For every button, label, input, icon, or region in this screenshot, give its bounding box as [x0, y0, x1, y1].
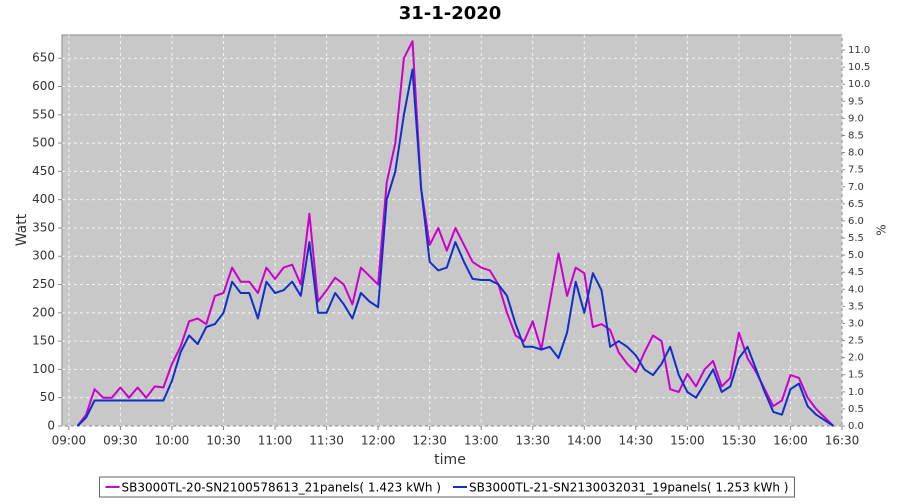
y-tick-label: 500	[32, 136, 55, 150]
y-tick-label: 550	[32, 107, 55, 121]
y2-tick-label: 7.5	[848, 165, 864, 176]
series-line	[76, 68, 834, 427]
y-tick-label: 650	[32, 51, 55, 65]
x-axis-label: time	[434, 452, 466, 468]
x-tick-label: 16:00	[773, 434, 808, 448]
plot-area	[61, 34, 843, 427]
y2-tick-label: 0.0	[848, 421, 864, 432]
y2-tick-label: 8.0	[848, 148, 864, 159]
legend-box	[99, 476, 795, 498]
x-tick-label: 11:30	[309, 434, 344, 448]
y2-tick-label: 5.5	[848, 233, 864, 244]
y2-tick-label: 0.5	[848, 404, 864, 415]
x-tick-label: 15:30	[722, 434, 757, 448]
y-tick-label: 100	[32, 362, 55, 376]
y2-tick-label: 2.5	[848, 336, 864, 347]
x-tick-label: 11:00	[258, 434, 293, 448]
x-tick-label: 14:30	[619, 434, 654, 448]
y2-tick-label: 5.0	[848, 250, 864, 261]
x-tick-label: 12:30	[412, 434, 447, 448]
x-tick-label: 10:30	[206, 434, 241, 448]
legend-label: SB3000TL-21-SN2130032031_19panels( 1.253…	[469, 481, 788, 495]
y-axis-label: Watt	[14, 213, 30, 246]
legend-label: SB3000TL-20-SN2100578613_21panels( 1.423…	[122, 481, 441, 495]
x-tick-label: 13:30	[515, 434, 550, 448]
series-line	[76, 40, 835, 427]
y2-tick-label: 1.5	[848, 370, 864, 381]
y-tick-label: 400	[32, 192, 55, 206]
x-tick-label: 09:30	[103, 434, 138, 448]
y2-tick-label: 9.5	[848, 96, 864, 107]
y-tick-label: 0	[47, 419, 55, 433]
y-tick-label: 350	[32, 220, 55, 234]
y2-axis-label: %	[875, 224, 889, 235]
y-tick-label: 150	[32, 334, 55, 348]
x-tick-label: 09:00	[52, 434, 87, 448]
y2-tick-label: 11.0	[848, 45, 870, 56]
x-tick-label: 14:00	[567, 434, 602, 448]
y2-tick-label: 10.5	[848, 62, 870, 73]
y2-tick-label: 7.0	[848, 182, 864, 193]
legend: SB3000TL-20-SN2100578613_21panels( 1.423…	[99, 476, 795, 498]
y2-tick-label: 8.5	[848, 130, 864, 141]
y2-tick-label: 6.5	[848, 199, 864, 210]
y2-tick-label: 2.0	[848, 353, 864, 364]
y-tick-label: 200	[32, 305, 55, 319]
y2-tick-label: 10.0	[848, 79, 870, 90]
y2-tick-label: 4.5	[848, 267, 864, 278]
x-tick-label: 16:30	[825, 434, 860, 448]
y-tick-label: 300	[32, 249, 55, 263]
y2-tick-label: 1.0	[848, 387, 864, 398]
y2-tick-label: 4.0	[848, 284, 864, 295]
y2-tick-label: 3.5	[848, 301, 864, 312]
y-tick-label: 250	[32, 277, 55, 291]
x-tick-label: 12:00	[361, 434, 396, 448]
y-tick-label: 450	[32, 164, 55, 178]
x-tick-label: 10:00	[155, 434, 190, 448]
y2-tick-label: 3.0	[848, 318, 864, 329]
x-tick-label: 15:00	[670, 434, 705, 448]
y2-tick-label: 6.0	[848, 216, 864, 227]
x-tick-label: 13:00	[464, 434, 499, 448]
y-tick-label: 600	[32, 79, 55, 93]
chart-title: 31-1-2020	[399, 3, 502, 24]
y2-tick-label: 9.0	[848, 113, 864, 124]
y-tick-label: 50	[40, 390, 55, 404]
